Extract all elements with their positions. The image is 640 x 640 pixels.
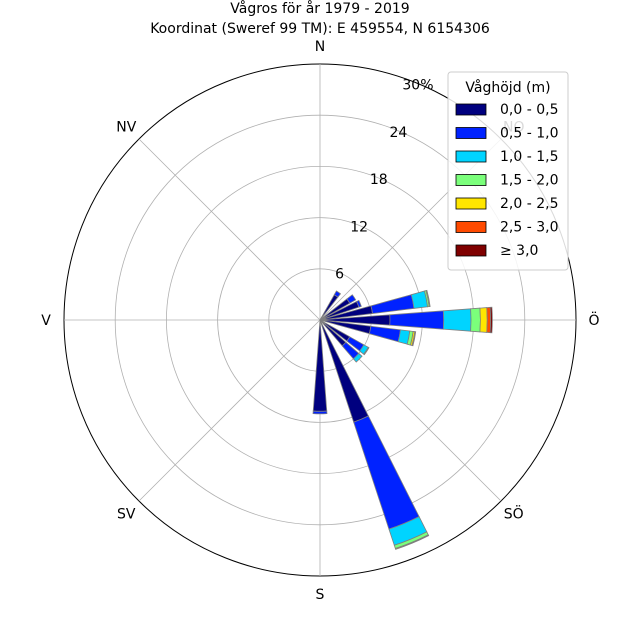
rose-bar-segment (425, 289, 431, 308)
rose-bar-segment (346, 294, 357, 304)
rose-bar-segment (442, 308, 472, 332)
rose-bar-segment (353, 415, 420, 530)
rose-bar-segment (352, 352, 363, 363)
legend-title: Våghöjd (m) (465, 79, 550, 96)
direction-label: SV (117, 507, 136, 523)
legend-label: 1,5 - 2,0 (500, 173, 558, 189)
rose-bar-segment (363, 346, 370, 356)
chart-subtitle: Koordinat (Sweref 99 TM): E 459554, N 61… (150, 21, 490, 37)
radial-tick-label: 24 (389, 125, 407, 141)
legend-label: 1,0 - 1,5 (500, 149, 558, 165)
radial-tick-label: 30% (402, 77, 433, 93)
rose-bar-segment (394, 534, 430, 550)
direction-label: N (315, 39, 325, 55)
legend-swatch (455, 221, 487, 233)
legend-label: ≥ 3,0 (500, 243, 538, 259)
legend-swatch (455, 197, 487, 210)
direction-label: S (316, 587, 325, 603)
legend-label: 2,0 - 2,5 (500, 196, 558, 212)
legend-label: 2,5 - 3,0 (500, 220, 558, 236)
legend-swatch (455, 244, 487, 257)
legend-swatch (455, 127, 487, 139)
radial-tick-label: 12 (350, 219, 368, 235)
rose-bar-segment (370, 294, 415, 314)
rose-bar-segment (411, 331, 417, 347)
rose-bar-segment (333, 290, 342, 298)
rose-bar-segment (470, 307, 481, 333)
direction-label: V (41, 313, 51, 329)
direction-label: NV (116, 119, 136, 135)
rose-bar-segment (356, 299, 362, 308)
rose-bars (312, 289, 493, 550)
direction-label: Ö (588, 311, 599, 329)
legend: Våghöjd (m) 0,0 - 0,5 0,5 - 1,0 1,0 - 1,5 1… (447, 71, 569, 271)
legend-swatch (455, 150, 487, 163)
legend-frame (447, 71, 569, 271)
direction-label: SÖ (504, 505, 524, 523)
grid-spoke (138, 319, 321, 502)
rose-bar-segment (312, 410, 328, 415)
grid-spoke (138, 138, 321, 321)
radial-tick-label: 6 (335, 267, 344, 283)
rose-bar-segment (368, 325, 401, 343)
chart-title: Vågros för år 1979 - 2019 (230, 0, 409, 17)
rose-bar-segment (389, 310, 445, 330)
radial-tick-label: 18 (370, 172, 388, 188)
legend-swatch (455, 174, 487, 186)
legend-swatch (455, 103, 487, 116)
legend-label: 0,0 - 0,5 (500, 102, 558, 118)
rose-bar-segment (489, 306, 493, 334)
legend-label: 0,5 - 1,0 (500, 126, 558, 142)
rose-labels: NNOÖSÖSSVVNV612182430% (41, 39, 599, 603)
rose-bar-segment (479, 307, 488, 333)
